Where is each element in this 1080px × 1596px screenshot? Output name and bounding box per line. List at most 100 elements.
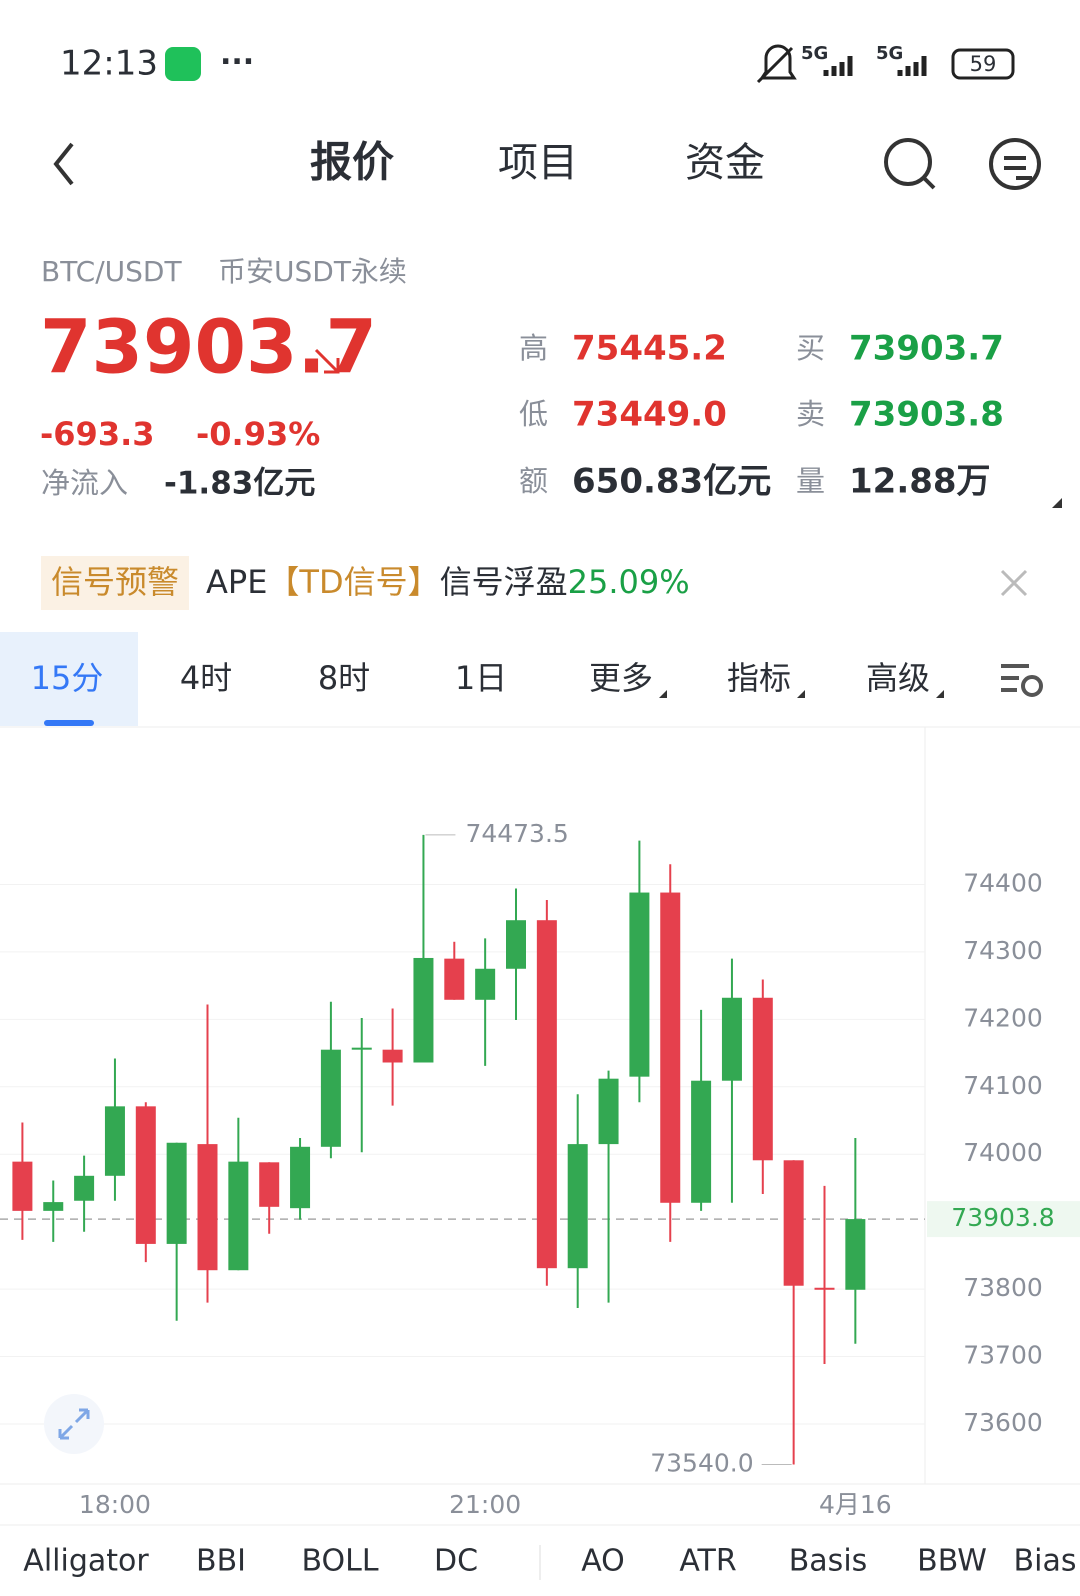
indicator-tab[interactable]: BBI bbox=[196, 1544, 246, 1579]
indicator-tab[interactable]: Alligator bbox=[23, 1544, 149, 1579]
x-tick-label: 21:00 bbox=[449, 1490, 521, 1519]
signal-name: 【TD信号】 bbox=[267, 563, 439, 601]
stat-label: 卖 bbox=[796, 397, 825, 431]
candle-body bbox=[660, 892, 681, 1203]
signal-gain: 25.09% bbox=[568, 563, 690, 601]
dropdown-arrow bbox=[659, 690, 667, 698]
candle-body bbox=[43, 1202, 64, 1211]
stat-value: 73903.8 bbox=[849, 395, 1004, 435]
x-tick-label: 4月16 bbox=[819, 1490, 892, 1519]
signal-desc: 信号浮盈 bbox=[440, 563, 568, 601]
stat-value: 75445.2 bbox=[572, 329, 727, 369]
candle-body bbox=[475, 968, 496, 1000]
nav-tab[interactable]: 项目 bbox=[498, 140, 578, 186]
more-dots: ··· bbox=[220, 45, 254, 80]
candle-body bbox=[536, 920, 557, 1269]
signal-tag-bg bbox=[41, 556, 189, 610]
net-inflow: -1.83亿元 bbox=[164, 466, 315, 502]
y-tick-label: 73800 bbox=[963, 1273, 1043, 1302]
close-button[interactable] bbox=[1000, 569, 1028, 597]
signal-1 bbox=[823, 56, 853, 76]
candle-body bbox=[320, 1049, 341, 1147]
chart-settings-button[interactable] bbox=[1001, 664, 1043, 697]
y-tick-label: 74200 bbox=[963, 1003, 1043, 1032]
status-time: 12:13 bbox=[60, 44, 158, 84]
indicator-tab[interactable]: Bias bbox=[1014, 1544, 1077, 1579]
y-tick-label: 74100 bbox=[963, 1071, 1043, 1100]
candle-body bbox=[444, 958, 465, 1000]
candle-body bbox=[382, 1049, 403, 1063]
pair: BTC/USDT bbox=[41, 255, 182, 288]
tab-indicator bbox=[44, 720, 94, 726]
interval-tab[interactable]: 15分 bbox=[31, 659, 104, 697]
low-annotation: 73540.0 bbox=[650, 1448, 753, 1477]
high-annotation: 74473.5 bbox=[465, 819, 568, 848]
battery-level: 59 bbox=[970, 52, 997, 76]
candle-body bbox=[413, 957, 434, 1063]
candle-body bbox=[74, 1175, 95, 1201]
candle-body bbox=[721, 997, 742, 1081]
stat-label: 额 bbox=[519, 464, 548, 498]
y-tick-label: 73600 bbox=[963, 1408, 1043, 1437]
network-2: 5G bbox=[876, 43, 903, 64]
candle-body bbox=[135, 1106, 156, 1244]
indicator-tab[interactable]: DC bbox=[434, 1544, 478, 1579]
stat-label: 低 bbox=[519, 397, 548, 431]
y-tick-label: 73700 bbox=[963, 1341, 1043, 1370]
candle-body bbox=[783, 1160, 804, 1286]
interval-tab[interactable]: 更多 bbox=[589, 659, 653, 697]
last-price: 73903.7 bbox=[40, 305, 377, 391]
y-tick-label: 74000 bbox=[963, 1138, 1043, 1167]
indicator-tab[interactable]: AO bbox=[581, 1544, 625, 1579]
network-1: 5G bbox=[801, 43, 828, 64]
dropdown-arrow bbox=[936, 690, 944, 698]
interval-tab[interactable]: 1日 bbox=[455, 659, 507, 697]
stat-value: 650.83亿元 bbox=[572, 462, 771, 502]
change: -693.3 bbox=[40, 415, 155, 453]
candle-body bbox=[104, 1106, 125, 1176]
interval-tab[interactable]: 8时 bbox=[318, 659, 370, 697]
signal-2 bbox=[897, 56, 927, 76]
candle-body bbox=[351, 1047, 372, 1050]
interval-tab[interactable]: 指标 bbox=[727, 659, 791, 697]
dropdown-arrow bbox=[797, 690, 805, 698]
x-tick-label: 18:00 bbox=[79, 1490, 151, 1519]
indicator-tab[interactable]: Basis bbox=[789, 1544, 868, 1579]
indicator-tab[interactable]: BOLL bbox=[301, 1544, 378, 1579]
candle-body bbox=[197, 1144, 218, 1271]
stat-value: 73449.0 bbox=[572, 395, 727, 435]
stat-label: 高 bbox=[519, 331, 548, 365]
wechat-icon bbox=[165, 47, 201, 81]
candle-body bbox=[506, 920, 526, 969]
candle-body bbox=[567, 1144, 588, 1269]
candle-body bbox=[752, 997, 773, 1161]
corner-triangle bbox=[1052, 498, 1062, 508]
indicator-tab[interactable]: ATR bbox=[679, 1544, 736, 1579]
stat-label: 买 bbox=[796, 331, 825, 365]
market: 币安USDT永续 bbox=[218, 255, 407, 288]
mute-icon bbox=[756, 44, 797, 84]
change-pct: -0.93% bbox=[196, 415, 320, 453]
back-button[interactable] bbox=[53, 142, 74, 186]
candle-body bbox=[598, 1078, 619, 1145]
interval-tab[interactable]: 4时 bbox=[180, 659, 232, 697]
stat-label: 量 bbox=[796, 464, 825, 498]
interval-tab[interactable]: 高级 bbox=[866, 659, 930, 697]
candle-body bbox=[259, 1162, 280, 1207]
expand-button[interactable] bbox=[44, 1394, 104, 1454]
last-price-bg bbox=[927, 1201, 1080, 1238]
signal-text[interactable]: APE【TD信号】信号浮盈25.09% bbox=[206, 563, 690, 601]
selected-tab-bg bbox=[0, 632, 138, 726]
stat-value: 12.88万 bbox=[849, 462, 991, 502]
indicator-tab[interactable]: BBW bbox=[917, 1544, 987, 1579]
nav-tab[interactable]: 资金 bbox=[685, 140, 765, 186]
nav-tab[interactable]: 报价 bbox=[310, 138, 394, 187]
stat-value: 73903.7 bbox=[849, 329, 1004, 369]
candle-body bbox=[12, 1161, 33, 1211]
menu-button[interactable] bbox=[989, 138, 1041, 190]
y-tick-label: 74400 bbox=[963, 868, 1043, 897]
search-button[interactable] bbox=[884, 138, 936, 190]
battery bbox=[951, 48, 1015, 80]
y-tick-label: 74300 bbox=[963, 936, 1043, 965]
